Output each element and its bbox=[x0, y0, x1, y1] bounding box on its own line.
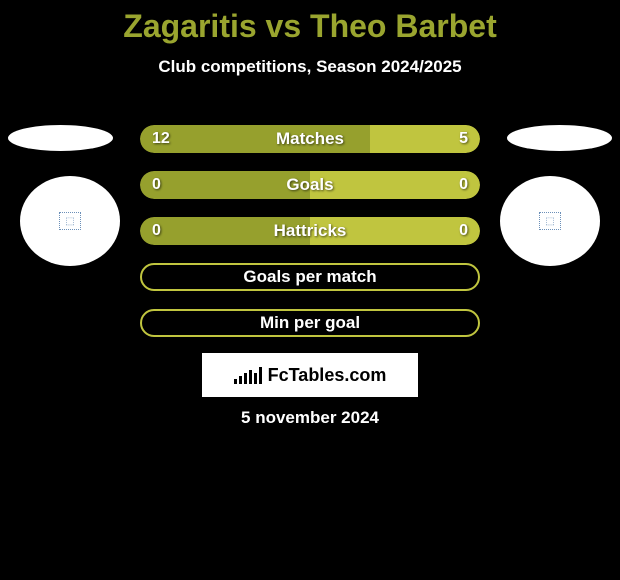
stat-label: Goals per match bbox=[142, 267, 478, 287]
date-line: 5 november 2024 bbox=[0, 408, 620, 428]
stat-row: Goals per match bbox=[140, 263, 480, 291]
stat-label: Goals bbox=[140, 175, 480, 195]
stat-row: 125Matches bbox=[140, 125, 480, 153]
brand-box: FcTables.com bbox=[202, 353, 418, 397]
left-badge-icon: ⬚ bbox=[59, 212, 81, 230]
left-player-badge: ⬚ bbox=[20, 176, 120, 266]
brand-chart-icon bbox=[234, 367, 262, 384]
stat-row: 00Goals bbox=[140, 171, 480, 199]
stat-label: Matches bbox=[140, 129, 480, 149]
stat-label: Hattricks bbox=[140, 221, 480, 241]
stat-label: Min per goal bbox=[142, 313, 478, 333]
brand-text: FcTables.com bbox=[268, 365, 387, 386]
right-badge-icon: ⬚ bbox=[539, 212, 561, 230]
stats-comparison-block: 125Matches 00Goals 00Hattricks Goals per ma… bbox=[140, 125, 480, 355]
left-player-ellipse bbox=[8, 125, 113, 151]
stat-row: 00Hattricks bbox=[140, 217, 480, 245]
comparison-title: Zagaritis vs Theo Barbet bbox=[0, 0, 620, 45]
right-player-badge: ⬚ bbox=[500, 176, 600, 266]
stat-row: Min per goal bbox=[140, 309, 480, 337]
comparison-subtitle: Club competitions, Season 2024/2025 bbox=[0, 57, 620, 77]
right-player-ellipse bbox=[507, 125, 612, 151]
